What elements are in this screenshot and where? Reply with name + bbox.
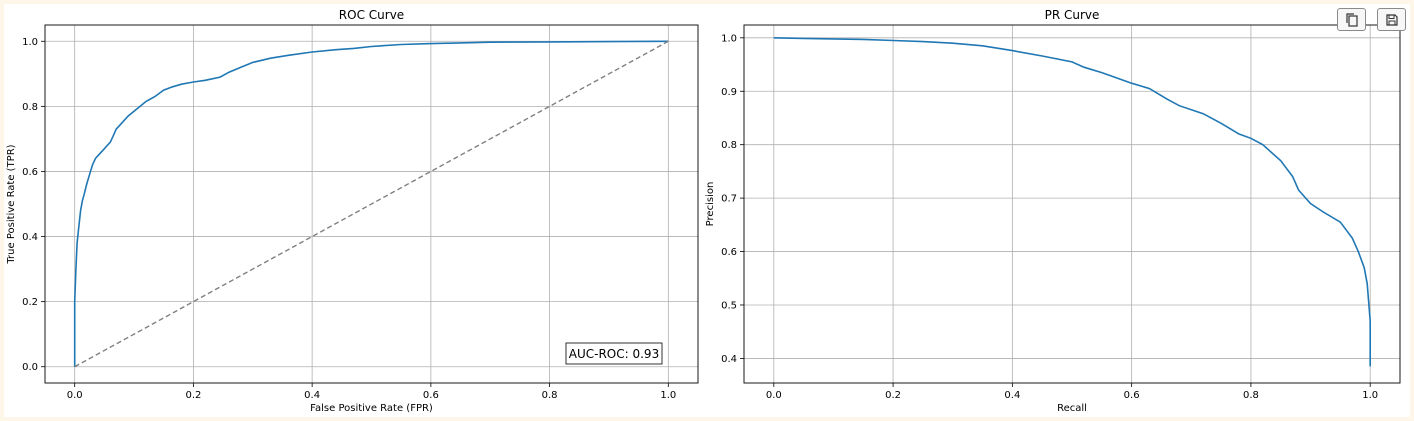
roc-annotation-text: AUC-ROC: 0.93 xyxy=(569,347,659,361)
roc-ytick-label: 0.4 xyxy=(22,232,38,243)
pr-ytick-label: 0.7 xyxy=(721,194,737,205)
pr-ylabel: Precision xyxy=(705,182,716,227)
pr-axes-frame xyxy=(743,24,1401,384)
roc-axes-frame xyxy=(44,24,699,384)
roc-xtick-label: 0.0 xyxy=(67,390,83,401)
roc-curve-line xyxy=(73,40,669,367)
roc-xtick-label: 0.2 xyxy=(185,390,201,401)
pr-ytick-label: 0.5 xyxy=(721,300,737,311)
roc-xtick-label: 0.8 xyxy=(542,390,558,401)
roc-chance-line xyxy=(74,40,669,368)
pr-chart: 0.0 0.2 0.4 0.6 0.8 1.0 0.4 0.5 0.6 0.7 0.8 0.9 1.0 P… xyxy=(705,8,1401,414)
roc-chart: 0.0 0.2 0.4 0.6 0.8 1.0 0.0 0.2 0.4 0.6 0.8 1.0 ROC … xyxy=(6,8,699,414)
roc-ytick-label: 1.0 xyxy=(22,37,38,48)
roc-title: ROC Curve xyxy=(339,8,404,22)
roc-ytick-label: 0.2 xyxy=(22,297,38,308)
roc-ytick-label: 0.8 xyxy=(22,102,38,113)
charts-svg: 0.0 0.2 0.4 0.6 0.8 1.0 0.0 0.2 0.4 0.6 0.8 1.0 ROC … xyxy=(6,8,1401,414)
pr-xtick-label: 0.2 xyxy=(885,390,901,401)
pr-ytick-label: 1.0 xyxy=(721,33,737,44)
pr-xtick-label: 0.4 xyxy=(1004,390,1020,401)
pr-curve-line xyxy=(773,37,1371,367)
pr-xtick-label: 0.6 xyxy=(1124,390,1140,401)
pr-ytick-label: 0.9 xyxy=(721,87,737,98)
roc-xtick-label: 1.0 xyxy=(660,390,676,401)
pr-ytick-label: 0.4 xyxy=(721,354,737,365)
pr-xtick-label: 1.0 xyxy=(1362,390,1378,401)
pr-ytick-label: 0.6 xyxy=(721,247,737,258)
save-button[interactable] xyxy=(1377,8,1406,31)
pr-ytick-label: 0.8 xyxy=(721,140,737,151)
roc-xlabel: False Positive Rate (FPR) xyxy=(310,403,433,414)
roc-annotation-box xyxy=(565,342,663,365)
roc-ytick-label: 0.6 xyxy=(22,167,38,178)
pr-xtick-label: 0.0 xyxy=(766,390,782,401)
roc-xtick-label: 0.4 xyxy=(304,390,320,401)
roc-ylabel: True Positive Rate (TPR) xyxy=(6,144,17,264)
copy-button[interactable] xyxy=(1337,8,1366,31)
pr-title: PR Curve xyxy=(1045,8,1100,22)
roc-ytick-label: 0.0 xyxy=(22,362,38,373)
copy-icon xyxy=(1345,12,1358,27)
figure: 0.0 0.2 0.4 0.6 0.8 1.0 0.0 0.2 0.4 0.6 0.8 1.0 ROC … xyxy=(4,4,1410,417)
pr-xlabel: Recall xyxy=(1057,403,1087,414)
roc-xtick-label: 0.6 xyxy=(423,390,439,401)
pr-xtick-label: 0.8 xyxy=(1243,390,1259,401)
save-icon xyxy=(1385,13,1398,26)
